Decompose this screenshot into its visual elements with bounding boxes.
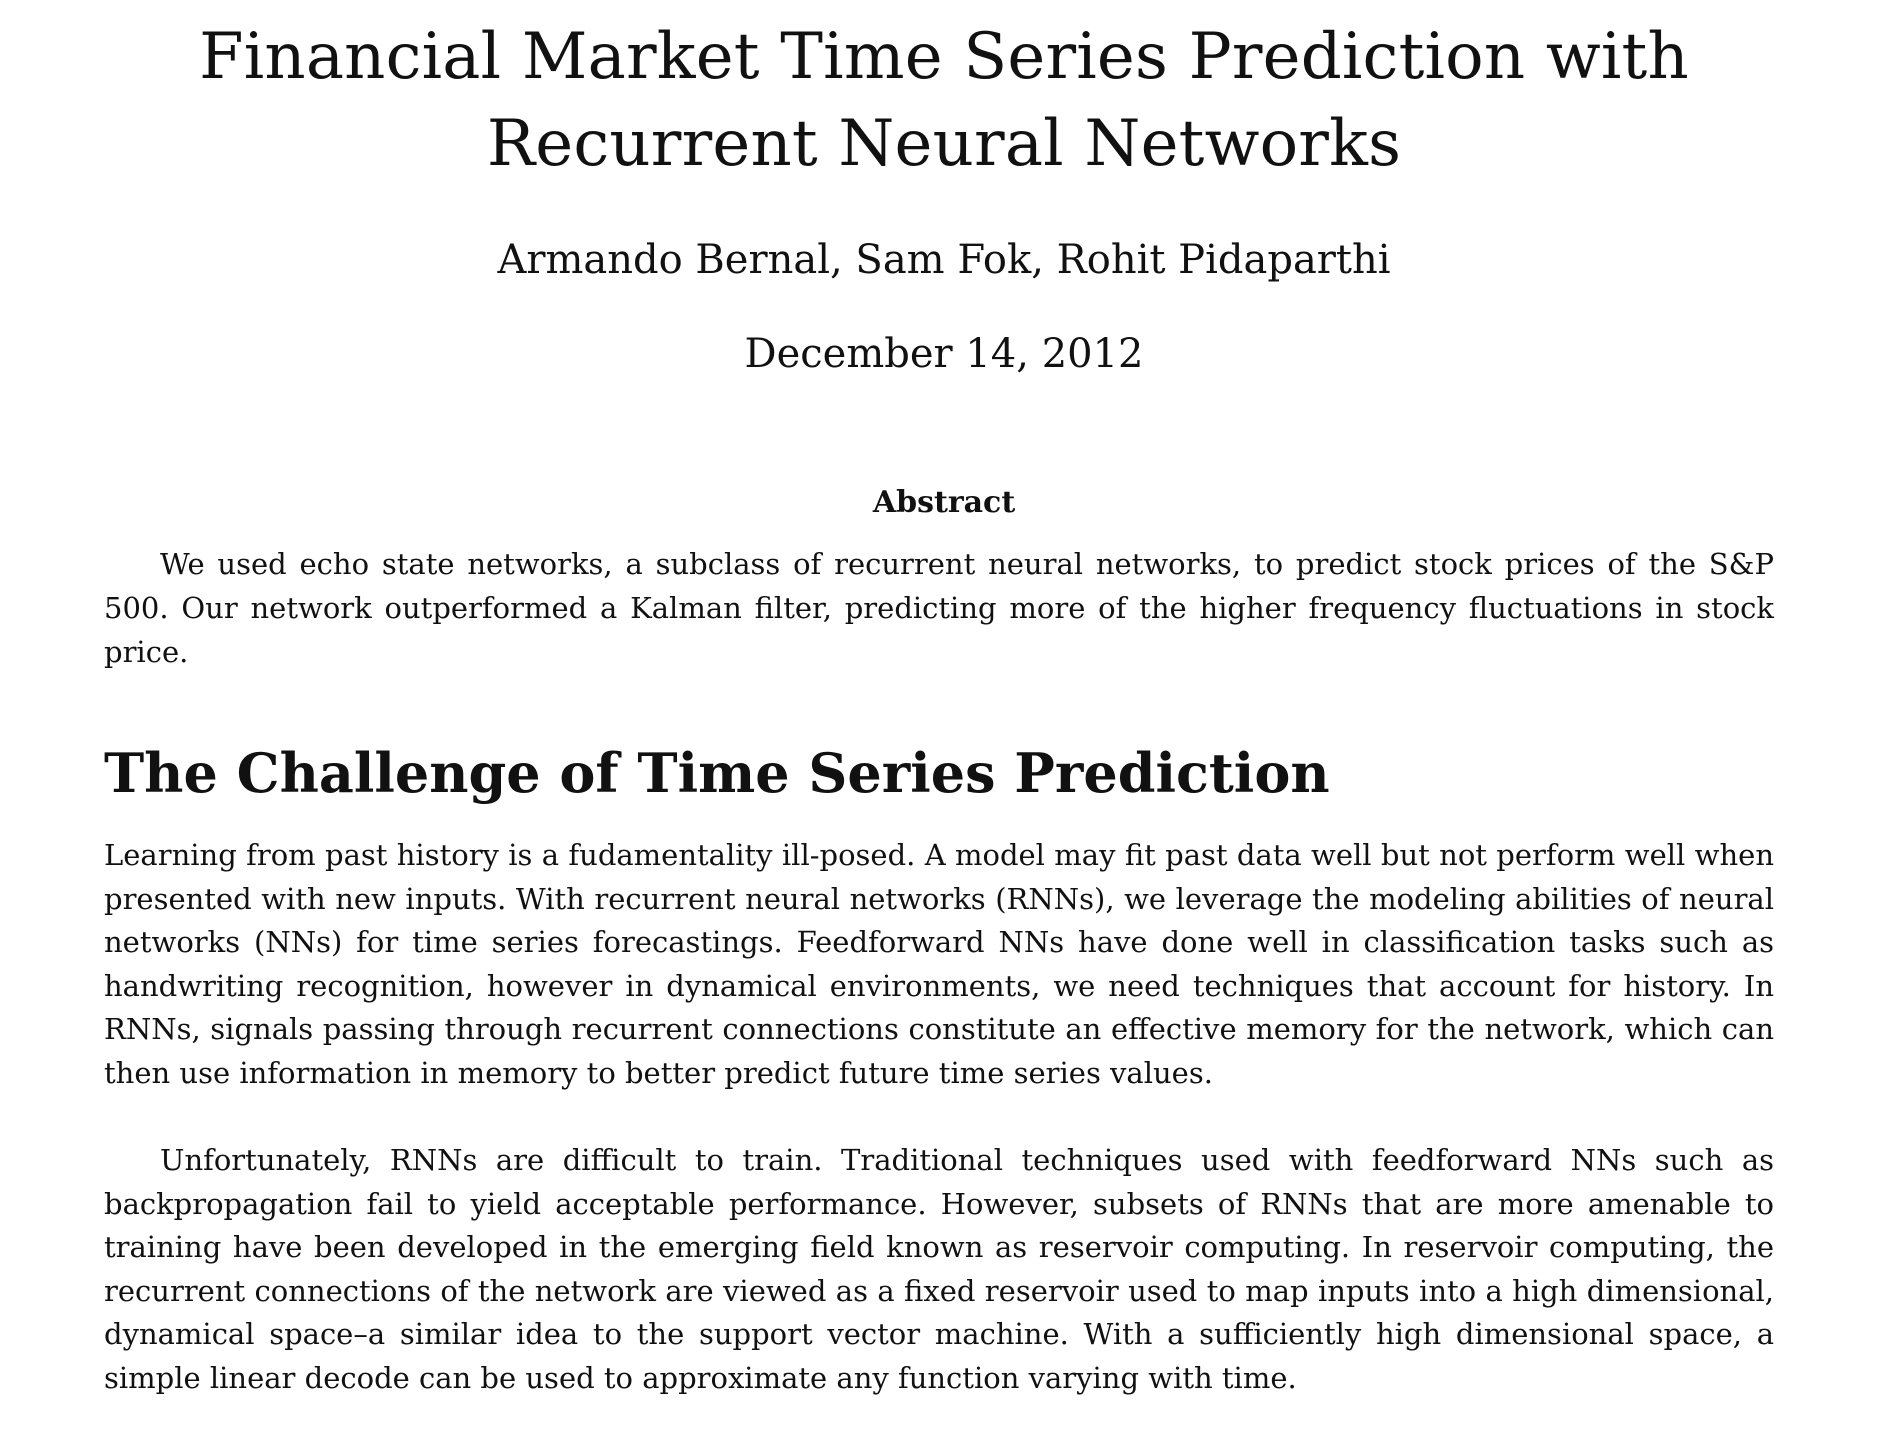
body-paragraph-2: Unfortunately, RNNs are difficult to tra… bbox=[104, 1143, 1774, 1395]
paper-authors: Armando Bernal, Sam Fok, Rohit Pidaparth… bbox=[497, 237, 1391, 283]
paper-date: December 14, 2012 bbox=[744, 331, 1144, 377]
abstract-heading: Abstract bbox=[872, 485, 1016, 520]
section-title: The Challenge of Time Series Prediction bbox=[104, 741, 1330, 805]
paper-title: Financial Market Time Series Prediction … bbox=[199, 20, 1689, 181]
body-paragraph-1: Learning from past history is a fudament… bbox=[104, 838, 1774, 1090]
abstract-text: We used echo state networks, a subclass … bbox=[104, 547, 1774, 669]
